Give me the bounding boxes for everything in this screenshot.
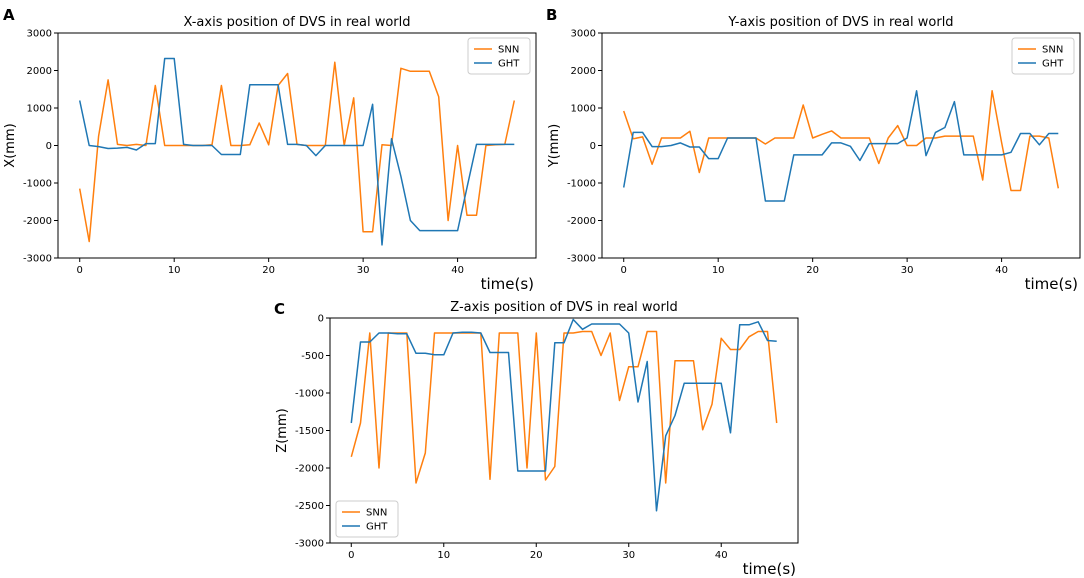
x-tick-label: 30	[357, 265, 370, 276]
x-tick-label: 30	[901, 265, 914, 276]
y-tick-label: 0	[318, 314, 324, 325]
legend: SNN GHT	[1011, 37, 1075, 75]
panel-label: B	[546, 6, 557, 24]
y-tick-label: -2000	[23, 216, 52, 227]
chart-title: X-axis position of DVS in real world	[183, 15, 410, 30]
y-position-chart: B Y-axis position of DVS in real world 0 10…	[546, 6, 1081, 293]
x-tick-label: 0	[77, 265, 83, 276]
y-tick-label: -1000	[295, 389, 324, 400]
series-line-ght	[622, 90, 1059, 202]
y-tick-label: -500	[301, 351, 324, 362]
legend-box	[467, 37, 531, 75]
x-tick-label: 10	[712, 265, 725, 276]
y-tick-label: 2000	[571, 66, 596, 77]
chart-title: Y-axis position of DVS in real world	[727, 15, 953, 30]
legend-label-ght: GHT	[1042, 59, 1064, 70]
x-tick-label: 20	[262, 265, 275, 276]
z-position-chart: C Z-axis position of DVS in real world 0 10…	[274, 300, 799, 578]
x-tick-label: 40	[715, 550, 728, 561]
y-tick-label: 1000	[571, 104, 596, 115]
y-axis-label: Z(mm)	[275, 408, 290, 452]
x-axis-label: time(s)	[1025, 275, 1078, 293]
legend-box	[335, 500, 399, 538]
legend-label-ght: GHT	[498, 59, 520, 70]
y-axis-label: Y(mm)	[547, 124, 562, 168]
x-tick-label: 20	[806, 265, 819, 276]
legend-label-snn: SNN	[498, 45, 519, 56]
y-tick-label: -3000	[23, 254, 52, 265]
y-tick-label: -1000	[567, 179, 596, 190]
y-tick-label: 1000	[27, 104, 52, 115]
y-tick-label: -1000	[23, 179, 52, 190]
x-axis-label: time(s)	[481, 275, 534, 293]
y-tick-label: 0	[590, 141, 596, 152]
panel-label: C	[274, 300, 285, 318]
y-tick-label: -2000	[567, 216, 596, 227]
x-position-chart: A X-axis position of DVS in real world 0 10…	[3, 6, 537, 293]
x-tick-label: 10	[168, 265, 181, 276]
legend: SNN GHT	[335, 500, 399, 538]
legend-label-snn: SNN	[366, 508, 387, 519]
panel-label: A	[3, 6, 15, 24]
x-tick-label: 20	[530, 550, 543, 561]
y-tick-label: -1500	[295, 426, 324, 437]
y-tick-label: -3000	[567, 254, 596, 265]
y-tick-label: 3000	[27, 29, 52, 40]
x-tick-label: 40	[995, 265, 1008, 276]
legend-label-snn: SNN	[1042, 45, 1063, 56]
x-tick-label: 0	[621, 265, 627, 276]
x-tick-label: 10	[437, 550, 450, 561]
legend-label-ght: GHT	[366, 522, 388, 533]
y-tick-label: -3000	[295, 539, 324, 550]
y-tick-label: -2000	[295, 464, 324, 475]
x-tick-label: 0	[348, 550, 354, 561]
series-line-snn	[78, 61, 516, 243]
series-line-ght	[78, 57, 515, 246]
legend: SNN GHT	[467, 37, 531, 75]
y-axis-label: X(mm)	[3, 123, 18, 167]
x-tick-label: 30	[622, 550, 635, 561]
y-tick-label: 0	[46, 141, 52, 152]
series-line-ght	[350, 318, 777, 512]
x-axis-label: time(s)	[743, 560, 796, 578]
x-tick-label: 40	[451, 265, 464, 276]
plot-frame	[329, 317, 799, 544]
legend-box	[1011, 37, 1075, 75]
y-tick-label: 3000	[571, 29, 596, 40]
y-tick-label: 2000	[27, 66, 52, 77]
series-line-snn	[350, 330, 778, 484]
chart-title: Z-axis position of DVS in real world	[450, 300, 677, 315]
y-tick-label: -2500	[295, 501, 324, 512]
series-line-snn	[622, 90, 1060, 192]
